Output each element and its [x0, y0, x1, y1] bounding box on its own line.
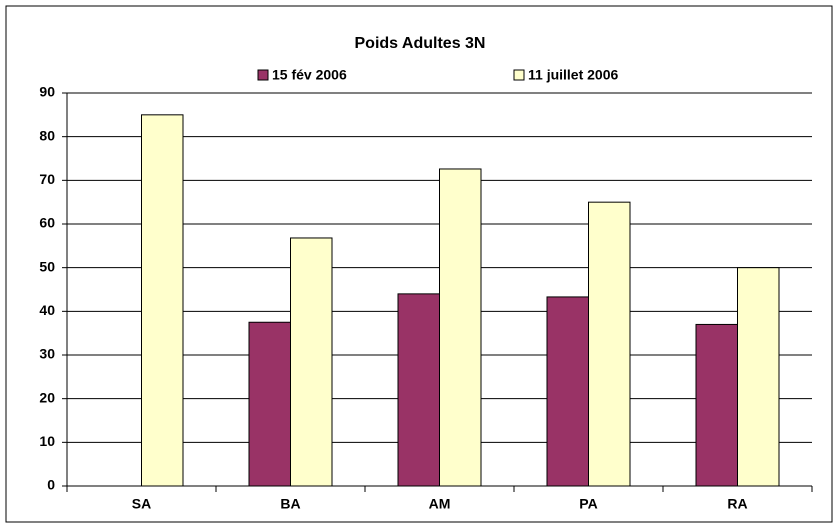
y-tick-label: 60: [39, 215, 55, 231]
bar: [141, 114, 184, 487]
bar: [397, 293, 440, 487]
y-tick-label: 90: [39, 84, 55, 100]
bar: [546, 296, 589, 487]
bar: [439, 168, 482, 487]
x-tick-label: PA: [579, 496, 597, 512]
legend-label: 15 fév 2006: [272, 67, 347, 83]
bar: [290, 237, 333, 487]
x-tick-label: BA: [280, 496, 300, 512]
y-tick-label: 50: [39, 258, 55, 274]
bar: [248, 321, 291, 487]
y-tick-label: 80: [39, 127, 55, 143]
legend-label: 11 juillet 2006: [528, 67, 618, 83]
x-tick-label: AM: [429, 496, 451, 512]
y-tick-label: 70: [39, 171, 55, 187]
y-tick-label: 30: [39, 346, 55, 362]
bar: [695, 323, 738, 487]
legend-swatch: [257, 69, 269, 81]
y-tick-label: 10: [39, 433, 55, 449]
legend-swatch: [513, 69, 525, 81]
bar: [737, 267, 780, 487]
y-tick-label: 40: [39, 302, 55, 318]
x-tick-label: SA: [132, 496, 151, 512]
chart-title: Poids Adultes 3N: [355, 35, 486, 52]
y-tick-label: 20: [39, 389, 55, 405]
bar: [588, 201, 631, 487]
y-tick-label: 0: [47, 477, 55, 493]
x-tick-label: RA: [727, 496, 747, 512]
